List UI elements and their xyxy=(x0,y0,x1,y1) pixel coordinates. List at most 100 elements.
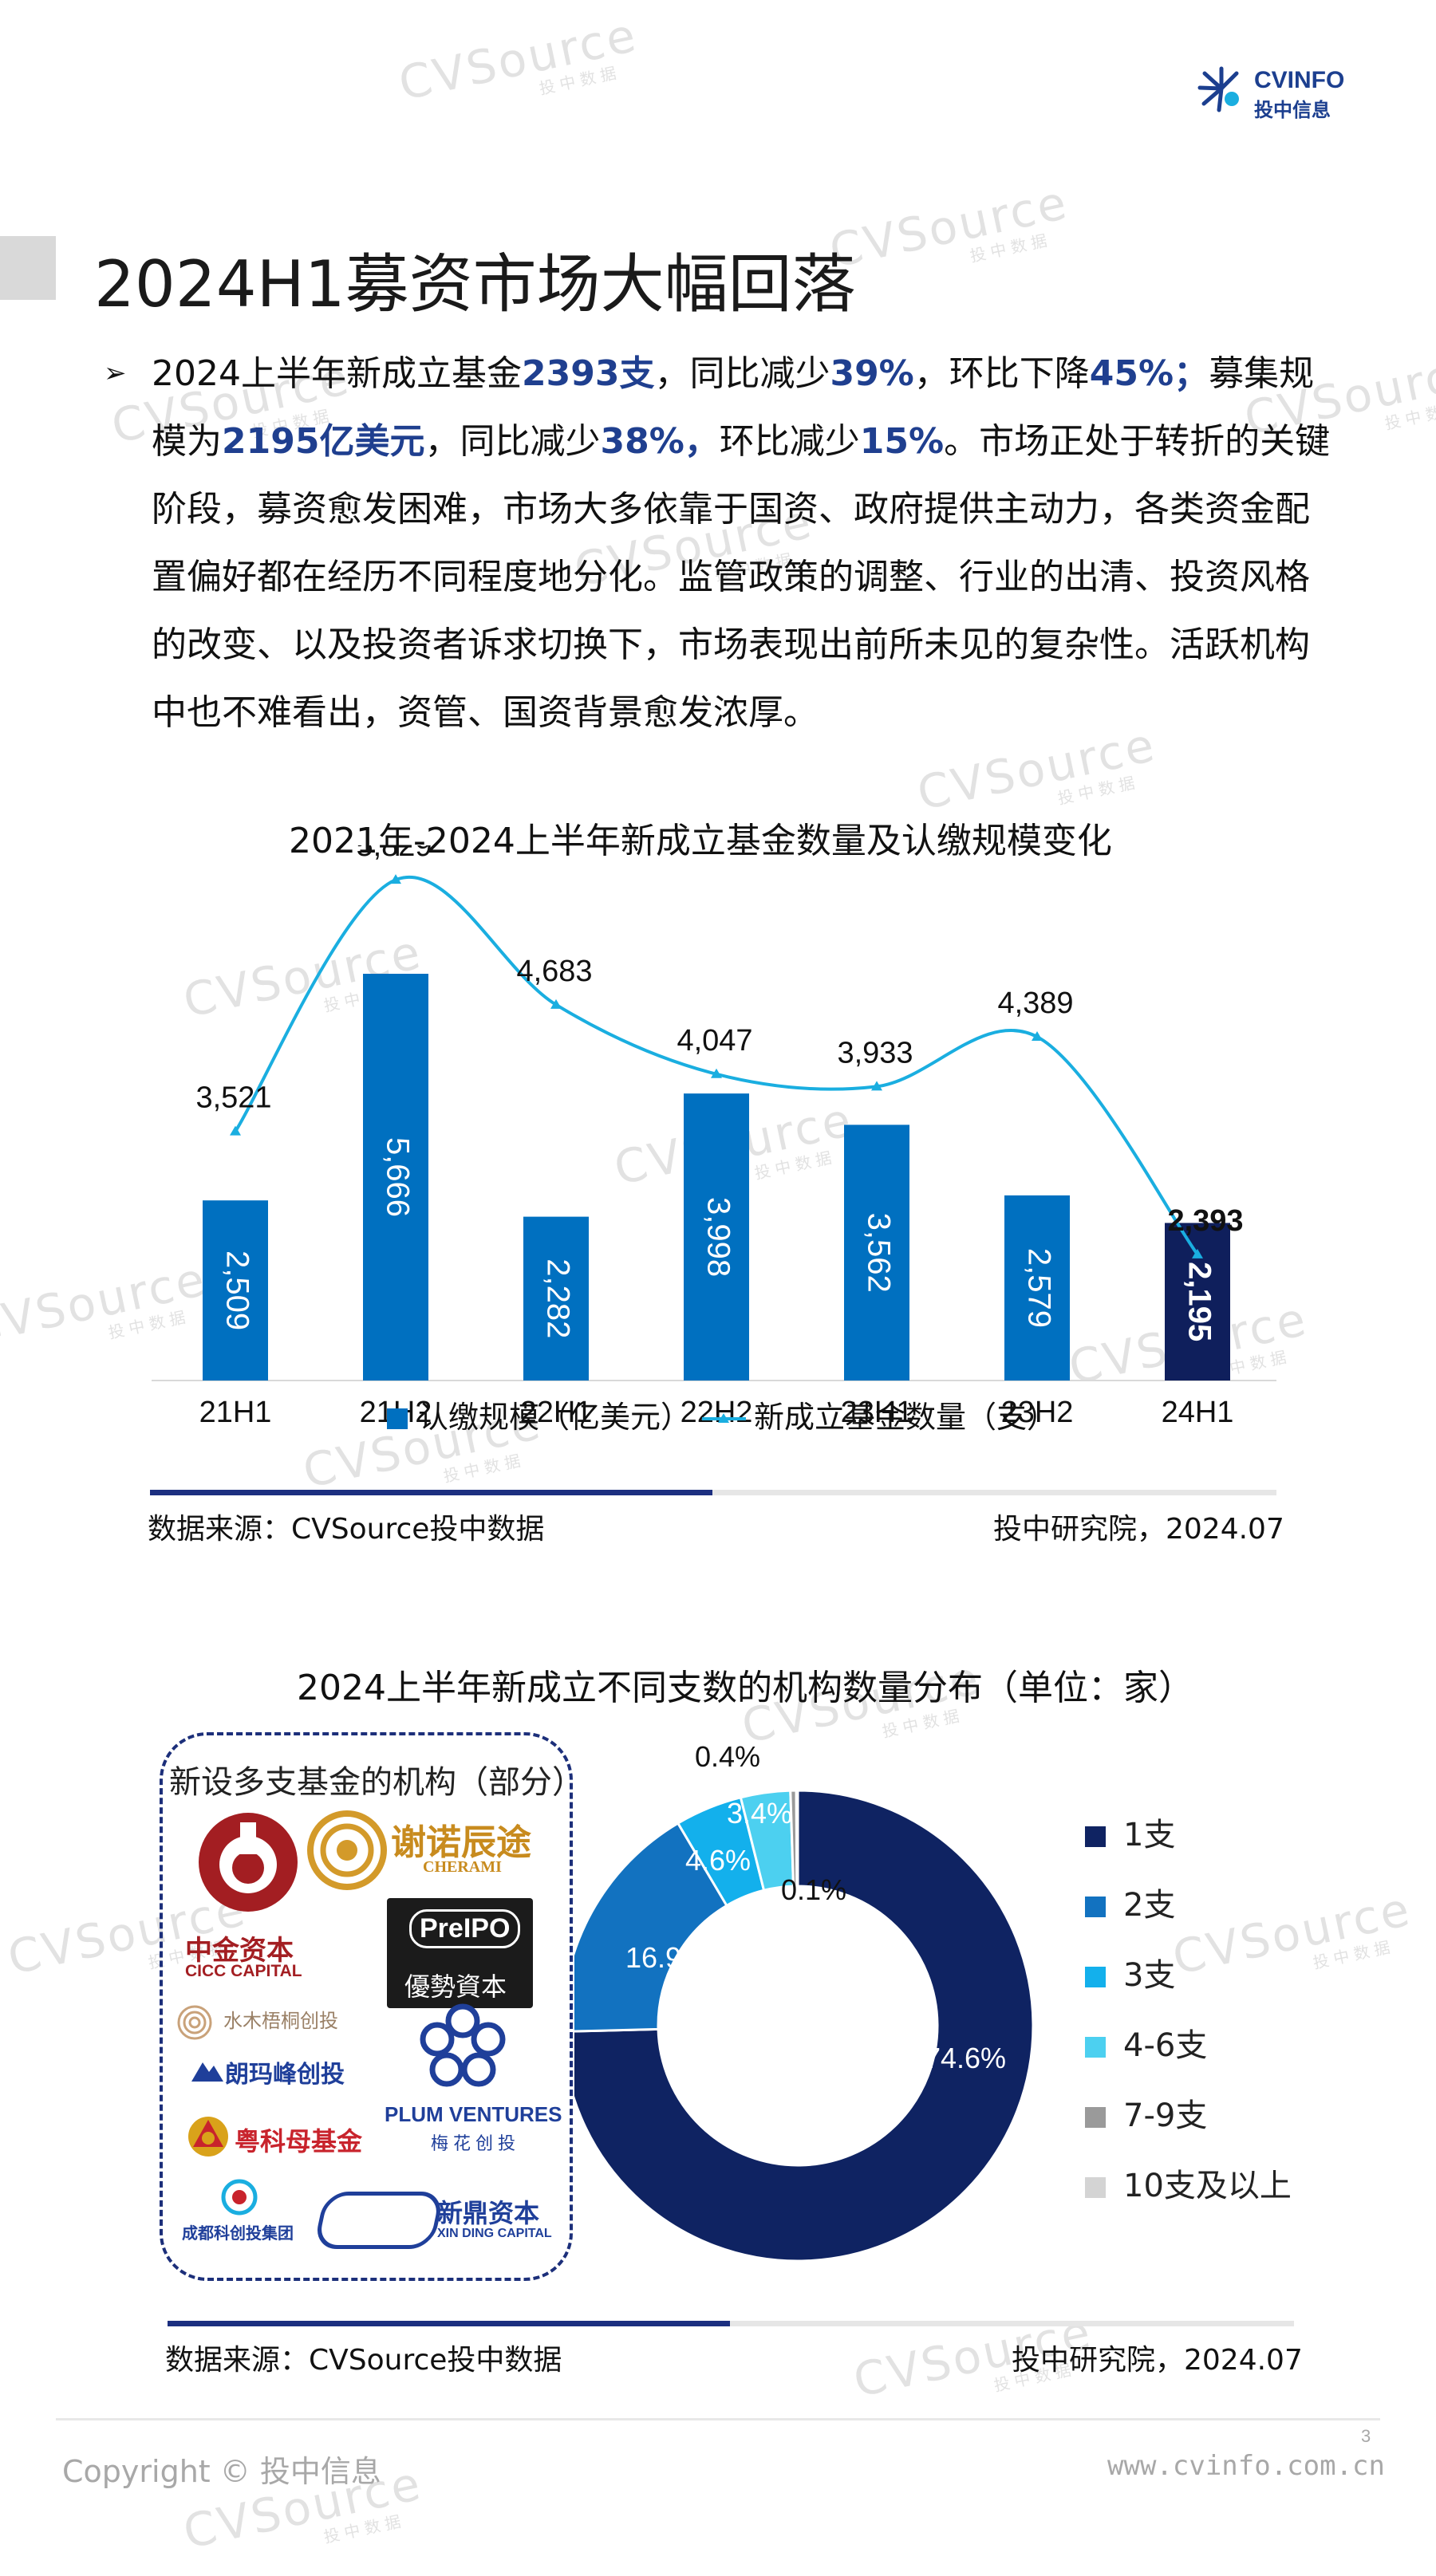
header-logo: CVINFO 投中信息 xyxy=(1197,64,1356,121)
text-run: ，同比减少 xyxy=(424,421,601,462)
bar-label: 2,282 xyxy=(540,1258,575,1338)
org-xinding: 新鼎资本 xyxy=(437,2198,540,2228)
slice-label: 4.6% xyxy=(685,1844,751,1877)
logo-icon xyxy=(1197,66,1239,112)
line-point xyxy=(550,998,562,1009)
chart1-legend: 认缴规模（亿美元） 新成立基金数量（支） xyxy=(387,1401,1057,1435)
donut-slice xyxy=(574,1822,728,2033)
logo-name: CVINFO xyxy=(1254,67,1345,93)
chart2-source: 数据来源：CVSource投中数据 xyxy=(165,2344,562,2377)
legend-label: 4-6支 xyxy=(1123,2027,1208,2064)
bar-label: 5,666 xyxy=(380,1137,415,1217)
chart2-title: 2024上半年新成立不同支数的机构数量分布（单位：家） xyxy=(297,1668,1193,1708)
divider xyxy=(150,1490,1276,1495)
bar xyxy=(523,1216,589,1381)
legend-marker xyxy=(718,1413,729,1423)
slice-label: 0.1% xyxy=(781,1873,846,1906)
line-point xyxy=(1032,1031,1043,1042)
chart1-title: 2021年-2024上半年新成立基金数量及认缴规模变化 xyxy=(289,821,1112,861)
slice-label: 3.4% xyxy=(727,1797,792,1830)
highlight-fund-count: 2393支 xyxy=(521,353,655,394)
xinding-logo-icon xyxy=(313,2192,445,2249)
divider xyxy=(168,2321,1294,2326)
text-run: ，同比减少 xyxy=(654,353,830,394)
org-cicc-en: CICC CAPITAL xyxy=(185,1962,302,1980)
line-label: 4,389 xyxy=(997,987,1073,1020)
legend-swatch xyxy=(1085,1826,1106,1847)
org-shuimu: 水木梧桐创投 xyxy=(223,2010,338,2032)
chengdu-logo-icon xyxy=(221,2179,258,2216)
plum-logo-icon xyxy=(420,2003,506,2087)
bar-label: 2,509 xyxy=(219,1251,254,1330)
legend-label: 10支及以上 xyxy=(1123,2168,1292,2204)
legend-item: 2支 xyxy=(1085,1879,1175,1925)
x-tick-label: 24H1 xyxy=(1162,1396,1234,1429)
slice-label: 74.6% xyxy=(925,2042,1006,2074)
text-run: 2024上半年新成立基金 xyxy=(152,353,522,394)
langmafeng-logo-icon xyxy=(191,2062,223,2082)
donut-slice xyxy=(574,1789,1035,2263)
org-langmafeng: 朗玛峰创投 xyxy=(225,2061,345,2089)
cherami-logo-icon xyxy=(307,1810,387,1890)
bar xyxy=(203,1200,268,1381)
text-run: 环比减少 xyxy=(719,421,860,462)
line-point xyxy=(711,1068,722,1078)
footer-copyright: Copyright © 投中信息 xyxy=(62,2454,381,2489)
legend-label: 3支 xyxy=(1123,1957,1176,1994)
footer-divider xyxy=(56,2418,1380,2420)
highlight-qoq-size: 15% xyxy=(859,421,945,462)
line-label: 5,829 xyxy=(356,845,432,863)
orgs-box xyxy=(160,1732,573,2281)
legend-swatch xyxy=(1085,1967,1106,1987)
legend-item: 4-6支 xyxy=(1085,2019,1207,2066)
chart2-institute: 投中研究院，2024.07 xyxy=(1012,2344,1303,2377)
org-cherami-en: CHERAMI xyxy=(423,1858,502,1876)
org-plum: PLUM VENTURES xyxy=(385,2102,562,2126)
highlight-yoy-size: 38%， xyxy=(600,421,720,462)
line-label: 3,521 xyxy=(195,1081,271,1115)
org-preipo-cn: 優勢資本 xyxy=(404,1971,507,2002)
legend-swatch xyxy=(1085,2107,1106,2128)
legend-item: 7-9支 xyxy=(1085,2090,1207,2136)
org-chengdu: 成都科创投集团 xyxy=(182,2223,294,2243)
legend-swatch xyxy=(387,1408,408,1429)
legend-swatch xyxy=(1085,2037,1106,2058)
x-tick-label: 21H1 xyxy=(199,1396,272,1429)
legend-item: 10支及以上 xyxy=(1085,2160,1292,2206)
bar-line-chart: 2,50921H15,66621H22,28222H13,99822H23,56… xyxy=(152,845,1276,1435)
line-point xyxy=(1192,1248,1203,1258)
org-plum-cn: 梅花创投 xyxy=(431,2134,521,2154)
bar-label: 3,998 xyxy=(700,1197,736,1277)
chart1-source: 数据来源：CVSource投中数据 xyxy=(148,1513,545,1546)
org-xinding-en: XIN DING CAPITAL xyxy=(437,2227,552,2240)
legend-label: 1支 xyxy=(1123,1817,1176,1853)
x-tick-label: 23H2 xyxy=(1001,1396,1074,1429)
bullet-arrow-icon: ➢ xyxy=(104,357,127,389)
footer-url: www.cvinfo.com.cn xyxy=(1107,2450,1385,2482)
bar-label: 3,562 xyxy=(861,1213,896,1293)
line-label: 4,047 xyxy=(677,1024,752,1058)
bar-label: 2,195 xyxy=(1182,1262,1217,1341)
cicc-logo-icon xyxy=(199,1813,298,1912)
highlight-fund-size: 2195亿美元 xyxy=(222,421,425,462)
donut-slice xyxy=(795,1789,799,1888)
legend-swatch xyxy=(1085,1897,1106,1917)
x-tick-label: 22H1 xyxy=(520,1396,593,1429)
summary-paragraph: ➢ 2024上半年新成立基金2393支，同比减少39%，环比下降45%；募集规模… xyxy=(104,340,1340,746)
line-label: 4,683 xyxy=(516,955,592,988)
bar xyxy=(363,974,428,1381)
x-tick-label: 22H2 xyxy=(681,1396,753,1429)
legend-label: 2支 xyxy=(1123,1887,1176,1924)
bar-label: 2,579 xyxy=(1021,1248,1056,1328)
x-tick-label: 23H1 xyxy=(841,1396,913,1429)
shuimu-logo-icon xyxy=(177,2005,212,2040)
bar xyxy=(844,1125,909,1381)
text-run: ，环比下降 xyxy=(913,353,1090,394)
org-cicc: 中金资本 xyxy=(185,1935,294,1967)
yueke-logo-icon xyxy=(188,2117,228,2157)
title-accent-bar xyxy=(0,236,56,300)
legend-swatch xyxy=(1085,2177,1106,2198)
highlight-qoq-count: 45%； xyxy=(1089,353,1209,394)
highlight-yoy-count: 39% xyxy=(830,353,914,394)
